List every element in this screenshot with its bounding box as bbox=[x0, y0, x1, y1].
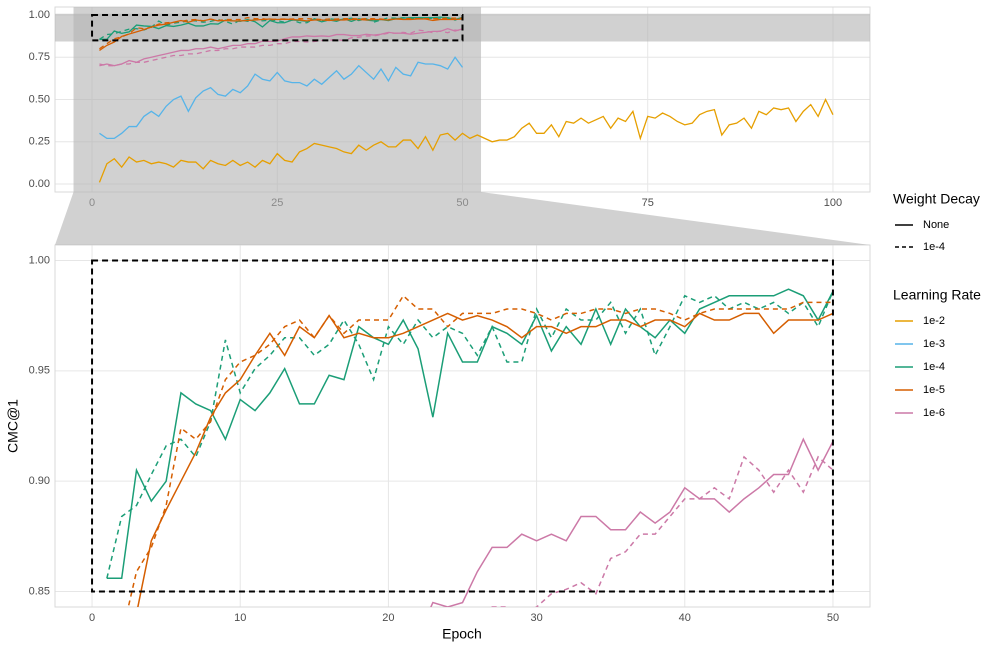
series-group bbox=[106, 288, 834, 607]
x-tick-label: 10 bbox=[234, 612, 246, 624]
legend-label: 1e-4 bbox=[923, 361, 945, 373]
y-axis-title: CMC@1 bbox=[5, 399, 21, 453]
y-tick-label: 0.75 bbox=[29, 51, 50, 63]
series-line bbox=[99, 27, 463, 67]
panel-border bbox=[54, 244, 871, 608]
y-tick-label: 0.25 bbox=[29, 136, 50, 148]
y-tick-label: 0.50 bbox=[29, 93, 50, 105]
series-line bbox=[98, 97, 834, 183]
zoom-box bbox=[91, 259, 834, 593]
series-line bbox=[99, 56, 464, 140]
series-group bbox=[98, 16, 834, 183]
y-tick-label: 0.95 bbox=[29, 365, 50, 377]
series-line bbox=[137, 312, 834, 607]
x-tick-label: 30 bbox=[530, 612, 542, 624]
legend-label: None bbox=[923, 219, 949, 231]
legend-label: 1e-5 bbox=[923, 384, 945, 396]
legend-label: 1e-2 bbox=[923, 315, 945, 327]
x-axis-title: Epoch bbox=[442, 626, 482, 642]
series-line bbox=[127, 294, 833, 607]
x-tick-label: 50 bbox=[827, 612, 839, 624]
series-line bbox=[99, 29, 463, 67]
x-tick-label: 0 bbox=[89, 612, 95, 624]
series-line bbox=[106, 288, 834, 580]
legend-title: Learning Rate bbox=[893, 287, 981, 303]
legend-title: Weight Decay bbox=[893, 191, 980, 207]
y-tick-label: 0.85 bbox=[29, 585, 50, 597]
zoom-box bbox=[91, 13, 464, 42]
legend-label: 1e-6 bbox=[923, 407, 945, 419]
series-line bbox=[430, 437, 834, 607]
y-tick-label: 1.00 bbox=[29, 9, 50, 21]
y-tick-label: 0.00 bbox=[29, 178, 50, 190]
series-line bbox=[106, 291, 834, 579]
y-tick-label: 0.90 bbox=[29, 475, 50, 487]
x-tick-label: 40 bbox=[679, 612, 691, 624]
x-tick-label: 20 bbox=[382, 612, 394, 624]
y-tick-label: 1.00 bbox=[29, 254, 50, 266]
x-tick-label: 100 bbox=[824, 197, 842, 209]
series-line bbox=[491, 455, 834, 607]
zoom-connector bbox=[55, 192, 870, 245]
legend-label: 1e-4 bbox=[923, 241, 945, 253]
series-line bbox=[99, 16, 463, 50]
x-tick-label: 75 bbox=[642, 197, 654, 209]
series-line bbox=[99, 16, 463, 40]
legend-label: 1e-3 bbox=[923, 338, 945, 350]
